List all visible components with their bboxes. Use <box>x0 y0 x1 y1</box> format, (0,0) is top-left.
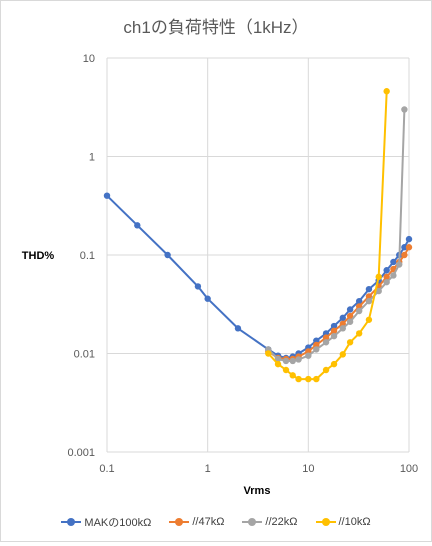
data-point <box>204 295 211 302</box>
data-point <box>355 330 363 337</box>
data-point <box>390 258 397 266</box>
legend-item: MAKの100kΩ <box>61 514 151 530</box>
data-point <box>295 356 302 363</box>
data-point <box>330 322 338 330</box>
x-tick-label: 10 <box>302 463 314 475</box>
data-point <box>313 375 320 383</box>
data-point <box>346 312 354 320</box>
data-point <box>322 366 330 374</box>
data-point <box>346 306 354 313</box>
data-point <box>330 327 338 335</box>
legend-label: //10kΩ <box>338 516 371 528</box>
data-point <box>330 360 338 368</box>
series-2 <box>265 106 408 365</box>
data-point <box>194 283 202 290</box>
data-point <box>339 351 347 358</box>
data-point <box>305 375 312 383</box>
y-tick-label: 1 <box>89 152 95 164</box>
legend: MAKの100kΩ //47kΩ //22kΩ //10kΩ <box>0 512 432 532</box>
y-tick-label: 0.01 <box>74 349 95 361</box>
data-point <box>401 106 408 113</box>
series-1 <box>265 244 413 363</box>
data-point <box>383 267 390 274</box>
legend-marker-icon <box>169 517 190 527</box>
chart-title: ch1の負荷特性（1kHz） <box>123 18 308 37</box>
data-point <box>346 339 354 346</box>
y-axis-label: THD% <box>22 250 55 262</box>
data-point <box>396 261 403 268</box>
data-point <box>365 297 373 305</box>
data-point <box>295 375 302 383</box>
legend-label: //47kΩ <box>192 516 225 528</box>
data-point <box>405 235 413 243</box>
data-point <box>365 316 373 323</box>
x-tick-label: 100 <box>400 463 418 475</box>
data-point <box>322 334 330 341</box>
data-point <box>274 360 282 368</box>
legend-item: //22kΩ <box>242 516 298 528</box>
series-line <box>106 194 410 359</box>
data-point <box>346 318 354 325</box>
data-point <box>322 339 330 346</box>
data-point <box>365 285 373 293</box>
series-3 <box>265 88 390 383</box>
x-tick-label: 0.1 <box>99 463 114 475</box>
data-point <box>234 325 242 332</box>
y-tick-label: 10 <box>83 53 95 65</box>
data-point <box>383 88 390 95</box>
legend-item: //47kΩ <box>169 516 224 528</box>
x-tick-label: 1 <box>205 463 211 475</box>
data-point <box>164 251 171 259</box>
data-point <box>274 355 282 363</box>
data-point <box>401 244 408 251</box>
legend-marker-icon <box>315 517 336 527</box>
legend-marker-icon <box>242 517 263 527</box>
data-point <box>313 346 320 353</box>
data-point <box>405 244 413 251</box>
data-point <box>339 314 347 322</box>
data-point <box>365 293 373 300</box>
data-point <box>339 325 347 332</box>
data-point <box>313 341 320 349</box>
data-point <box>282 366 290 374</box>
x-axis-label: Vrms <box>244 485 271 497</box>
series-line <box>267 246 410 360</box>
data-point <box>134 222 141 229</box>
y-tick-label: 0.001 <box>67 447 95 459</box>
data-point <box>355 297 363 305</box>
y-tick-label: 0.1 <box>80 250 95 262</box>
series-0 <box>103 192 413 362</box>
data-point <box>339 320 347 328</box>
legend-marker-icon <box>61 517 82 527</box>
legend-label: //22kΩ <box>265 516 298 528</box>
data-point <box>375 273 382 281</box>
data-point <box>355 307 363 315</box>
data-point <box>282 357 290 365</box>
data-point <box>265 350 272 357</box>
data-point <box>401 251 408 259</box>
data-point <box>103 192 111 199</box>
data-point <box>289 357 296 365</box>
data-point <box>390 272 397 279</box>
data-point <box>383 273 390 281</box>
data-point <box>383 278 390 286</box>
legend-item: //10kΩ <box>315 516 371 528</box>
data-point <box>289 372 296 379</box>
data-point <box>305 352 312 359</box>
data-point <box>330 332 338 340</box>
legend-label: MAKの100kΩ <box>84 517 152 529</box>
data-point <box>375 287 382 295</box>
